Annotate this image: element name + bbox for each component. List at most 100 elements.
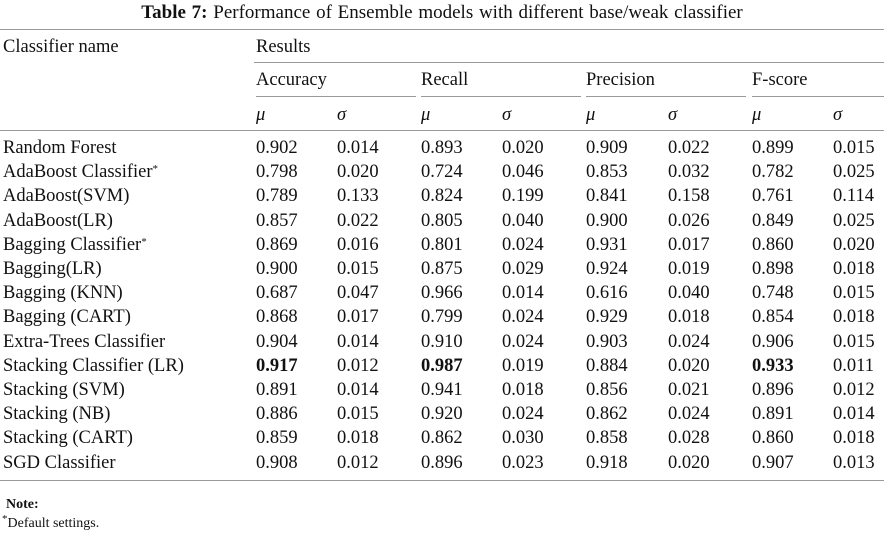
std-value: 0.025 <box>833 210 875 231</box>
mean-value: 0.933 <box>752 355 794 376</box>
mean-value: 0.987 <box>421 355 463 376</box>
row-classifier-name: Stacking (SVM) <box>3 379 125 401</box>
default-settings-marker: * <box>141 235 147 248</box>
row-classifier-name: AdaBoost(LR) <box>3 210 113 232</box>
mean-value: 0.899 <box>752 138 794 158</box>
std-value: 0.014 <box>337 380 379 400</box>
mean-value: 0.849 <box>752 210 794 231</box>
classifier-name-text: Stacking (SVM) <box>3 380 125 400</box>
sigma-header: σ <box>502 105 512 125</box>
std-value: 0.018 <box>502 380 544 400</box>
std-value: 0.199 <box>502 186 544 207</box>
results-rule <box>254 62 884 63</box>
mu-header: μ <box>421 105 431 125</box>
std-value: 0.015 <box>833 283 875 304</box>
mean-value: 0.910 <box>421 331 463 352</box>
std-value: 0.014 <box>502 283 544 304</box>
std-value: 0.020 <box>833 234 875 255</box>
std-value: 0.019 <box>502 355 544 376</box>
std-value: 0.015 <box>833 331 875 352</box>
std-value: 0.012 <box>337 452 379 473</box>
std-value: 0.022 <box>337 210 379 231</box>
classifier-name-text: Bagging (CART) <box>3 307 131 328</box>
mean-value: 0.799 <box>421 307 463 328</box>
mean-value: 0.891 <box>256 380 298 400</box>
std-value: 0.024 <box>502 234 544 255</box>
mean-value: 0.924 <box>586 259 628 279</box>
mean-value: 0.884 <box>586 355 628 376</box>
std-value: 0.017 <box>337 307 379 328</box>
std-value: 0.016 <box>337 234 379 255</box>
classifier-name-text: AdaBoost(LR) <box>3 210 113 231</box>
std-value: 0.024 <box>502 307 544 328</box>
mean-value: 0.860 <box>752 428 794 449</box>
std-value: 0.014 <box>337 138 379 158</box>
std-value: 0.018 <box>833 259 875 279</box>
std-value: 0.032 <box>668 162 710 183</box>
row-classifier-name: Random Forest <box>3 137 117 159</box>
mean-value: 0.868 <box>256 307 298 328</box>
mu-header: μ <box>256 105 266 125</box>
classifier-name-text: AdaBoost(SVM) <box>3 186 130 207</box>
sigma-header: σ <box>833 105 843 125</box>
std-value: 0.011 <box>833 355 874 376</box>
mean-value: 0.941 <box>421 380 463 400</box>
bottom-rule <box>0 480 884 481</box>
std-value: 0.020 <box>668 452 710 473</box>
column-header-results: Results <box>256 37 311 57</box>
mean-value: 0.854 <box>752 307 794 328</box>
std-value: 0.014 <box>337 331 379 352</box>
mean-value: 0.869 <box>256 234 298 255</box>
mean-value: 0.929 <box>586 307 628 328</box>
std-value: 0.133 <box>337 186 379 207</box>
row-classifier-name: Bagging (CART) <box>3 306 131 328</box>
table-caption: Table 7: Performance of Ensemble models … <box>0 2 884 24</box>
mean-value: 0.904 <box>256 331 298 352</box>
mean-value: 0.966 <box>421 283 463 304</box>
mean-value: 0.917 <box>256 355 298 376</box>
std-value: 0.012 <box>337 355 379 376</box>
header-bottom-rule <box>0 130 884 131</box>
mean-value: 0.687 <box>256 283 298 304</box>
mean-value: 0.782 <box>752 162 794 183</box>
std-value: 0.014 <box>833 404 875 425</box>
std-value: 0.024 <box>502 331 544 352</box>
mu-header: μ <box>586 105 596 125</box>
std-value: 0.023 <box>502 452 544 473</box>
classifier-name-text: Stacking (NB) <box>3 404 111 425</box>
group-rule-2 <box>421 96 581 97</box>
std-value: 0.020 <box>337 162 379 183</box>
std-value: 0.024 <box>668 404 710 425</box>
std-value: 0.015 <box>337 404 379 425</box>
mean-value: 0.900 <box>256 259 298 279</box>
mean-value: 0.761 <box>752 186 794 207</box>
metric-group-header: Precision <box>586 70 655 90</box>
std-value: 0.024 <box>502 404 544 425</box>
std-value: 0.020 <box>502 138 544 158</box>
group-rule-1 <box>256 96 416 97</box>
std-value: 0.046 <box>502 162 544 183</box>
note-body: Default settings. <box>7 516 100 531</box>
mean-value: 0.616 <box>586 283 628 304</box>
std-value: 0.012 <box>833 380 875 400</box>
classifier-name-text: Stacking Classifier (LR) <box>3 355 184 376</box>
row-classifier-name: Bagging Classifier* <box>3 234 147 256</box>
std-value: 0.026 <box>668 210 710 231</box>
mean-value: 0.856 <box>586 380 628 400</box>
mean-value: 0.898 <box>752 259 794 279</box>
group-rule-3 <box>586 96 746 97</box>
table-title: Performance of Ensemble models with diff… <box>213 2 743 23</box>
mean-value: 0.907 <box>752 452 794 473</box>
std-value: 0.040 <box>668 283 710 304</box>
mean-value: 0.903 <box>586 331 628 352</box>
row-classifier-name: AdaBoost(SVM) <box>3 185 129 207</box>
column-header-classifier: Classifier name <box>3 37 119 57</box>
mean-value: 0.891 <box>752 404 794 425</box>
std-value: 0.025 <box>833 162 875 183</box>
mean-value: 0.805 <box>421 210 463 231</box>
classifier-name-text: Bagging(LR) <box>3 259 102 279</box>
mean-value: 0.906 <box>752 331 794 352</box>
std-value: 0.047 <box>337 283 379 304</box>
std-value: 0.017 <box>668 234 710 255</box>
std-value: 0.020 <box>668 355 710 376</box>
